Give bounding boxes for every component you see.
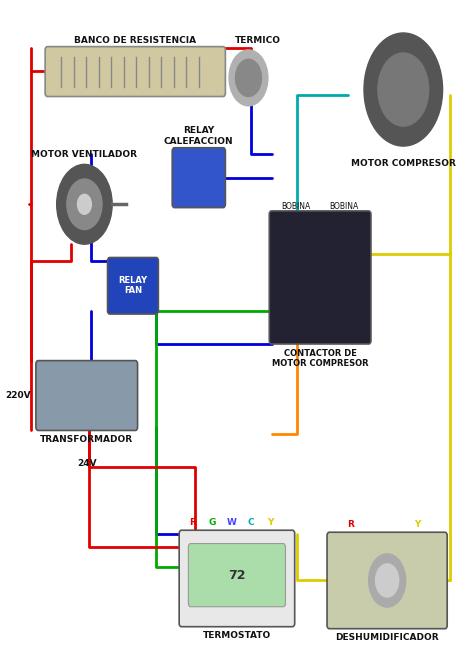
Text: BOBINA: BOBINA — [281, 202, 310, 211]
Text: BOBINA: BOBINA — [330, 202, 359, 211]
Text: 72: 72 — [228, 568, 246, 582]
FancyBboxPatch shape — [45, 47, 225, 96]
Circle shape — [369, 554, 406, 607]
Text: BANCO DE RESISTENCIA: BANCO DE RESISTENCIA — [74, 35, 196, 45]
Text: RELAY
FAN: RELAY FAN — [118, 276, 147, 295]
Text: MOTOR VENTILADOR: MOTOR VENTILADOR — [31, 150, 137, 159]
Text: R: R — [190, 518, 196, 527]
Text: 24V: 24V — [77, 459, 97, 468]
Circle shape — [77, 194, 91, 214]
Circle shape — [364, 33, 443, 146]
Circle shape — [378, 53, 428, 126]
Text: G: G — [209, 518, 216, 527]
Text: Y: Y — [267, 518, 274, 527]
Text: RELAY
CALEFACCION: RELAY CALEFACCION — [164, 126, 234, 146]
FancyBboxPatch shape — [172, 148, 225, 208]
Circle shape — [236, 59, 262, 96]
Text: W: W — [227, 518, 237, 527]
Text: CONTACTOR DE
MOTOR COMPRESOR: CONTACTOR DE MOTOR COMPRESOR — [272, 349, 368, 368]
Circle shape — [57, 164, 112, 244]
FancyBboxPatch shape — [36, 361, 137, 430]
Text: Y: Y — [414, 520, 420, 529]
FancyBboxPatch shape — [327, 532, 447, 629]
Circle shape — [229, 50, 268, 106]
Text: R: R — [346, 520, 354, 529]
FancyBboxPatch shape — [108, 257, 158, 314]
Circle shape — [67, 179, 102, 230]
Text: DESHUMIDIFICADOR: DESHUMIDIFICADOR — [335, 633, 439, 643]
Circle shape — [375, 564, 399, 597]
Text: TERMICO: TERMICO — [235, 35, 281, 45]
Text: C: C — [248, 518, 255, 527]
FancyBboxPatch shape — [188, 544, 285, 607]
Text: TERMOSTATO: TERMOSTATO — [203, 631, 271, 641]
FancyBboxPatch shape — [269, 211, 371, 344]
Text: 220V: 220V — [6, 391, 31, 400]
FancyBboxPatch shape — [179, 530, 295, 627]
Text: TRANSFORMADOR: TRANSFORMADOR — [40, 435, 133, 444]
Text: MOTOR COMPRESOR: MOTOR COMPRESOR — [351, 159, 456, 168]
